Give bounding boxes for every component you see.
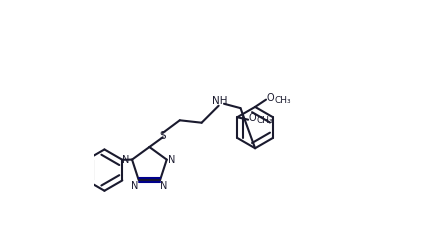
Text: O: O — [249, 113, 256, 123]
Text: NH: NH — [212, 96, 227, 106]
Text: CH₃: CH₃ — [274, 96, 291, 105]
Text: S: S — [160, 131, 166, 141]
Text: CH₃: CH₃ — [257, 116, 273, 125]
Text: O: O — [267, 93, 274, 104]
Text: N: N — [131, 181, 139, 191]
Text: N: N — [122, 155, 130, 165]
Text: N: N — [168, 155, 175, 165]
Text: N: N — [160, 181, 167, 191]
